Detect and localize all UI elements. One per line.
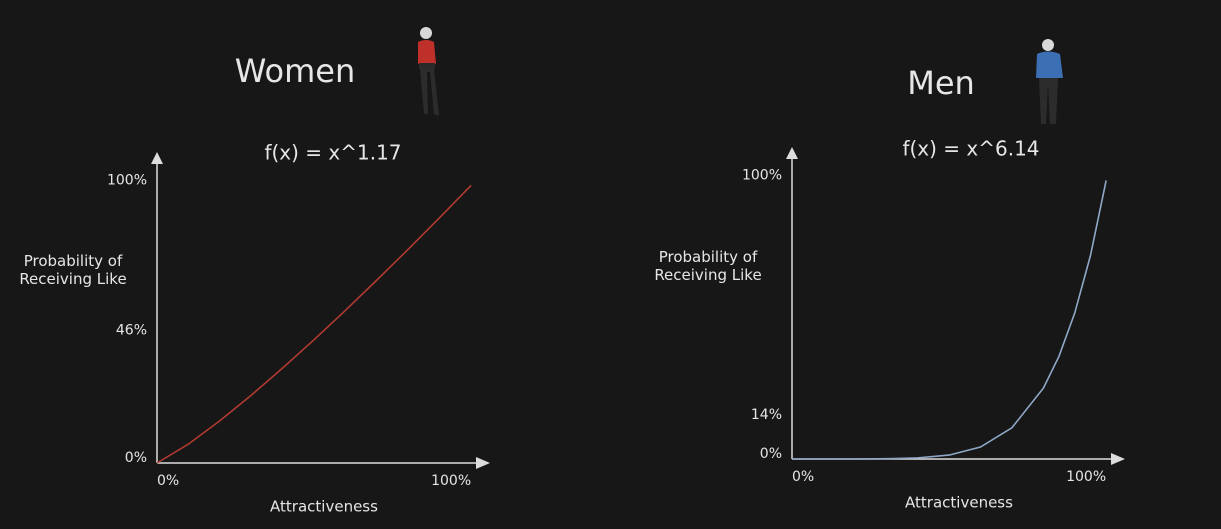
y-tick-label: 0%	[760, 446, 782, 462]
y-axis-label: Probability of Receiving Like	[654, 248, 762, 284]
x-tick-label: 100%	[431, 473, 471, 489]
x-axis-label: Attractiveness	[270, 498, 378, 516]
y-tick-label: 100%	[107, 172, 147, 188]
y-arrow	[786, 147, 798, 159]
x-arrow	[1111, 453, 1125, 465]
y-arrow	[151, 152, 163, 164]
y-axis-label-text: Probability of Receiving Like	[19, 252, 127, 288]
x-tick-label: 100%	[1066, 469, 1106, 485]
x-arrow	[476, 457, 490, 469]
x-tick-label: 0%	[157, 473, 179, 489]
y-axis-label: Probability of Receiving Like	[19, 252, 127, 288]
y-tick-label: 0%	[125, 450, 147, 466]
x-tick-label: 0%	[792, 469, 814, 485]
chart-title: Women	[235, 52, 355, 90]
man-figure	[1036, 39, 1063, 124]
formula: f(x) = x^1.17	[264, 141, 401, 165]
y-tick-label: 100%	[742, 167, 782, 183]
y-tick-label: 14%	[751, 407, 782, 423]
y-tick-label: 46%	[116, 322, 147, 338]
curve	[156, 184, 472, 464]
formula: f(x) = x^6.14	[902, 137, 1039, 161]
woman-figure	[418, 27, 439, 116]
curve	[792, 180, 1107, 460]
x-axis-label: Attractiveness	[905, 494, 1013, 512]
chart-title: Men	[907, 64, 975, 102]
y-axis-label-text: Probability of Receiving Like	[654, 248, 762, 284]
